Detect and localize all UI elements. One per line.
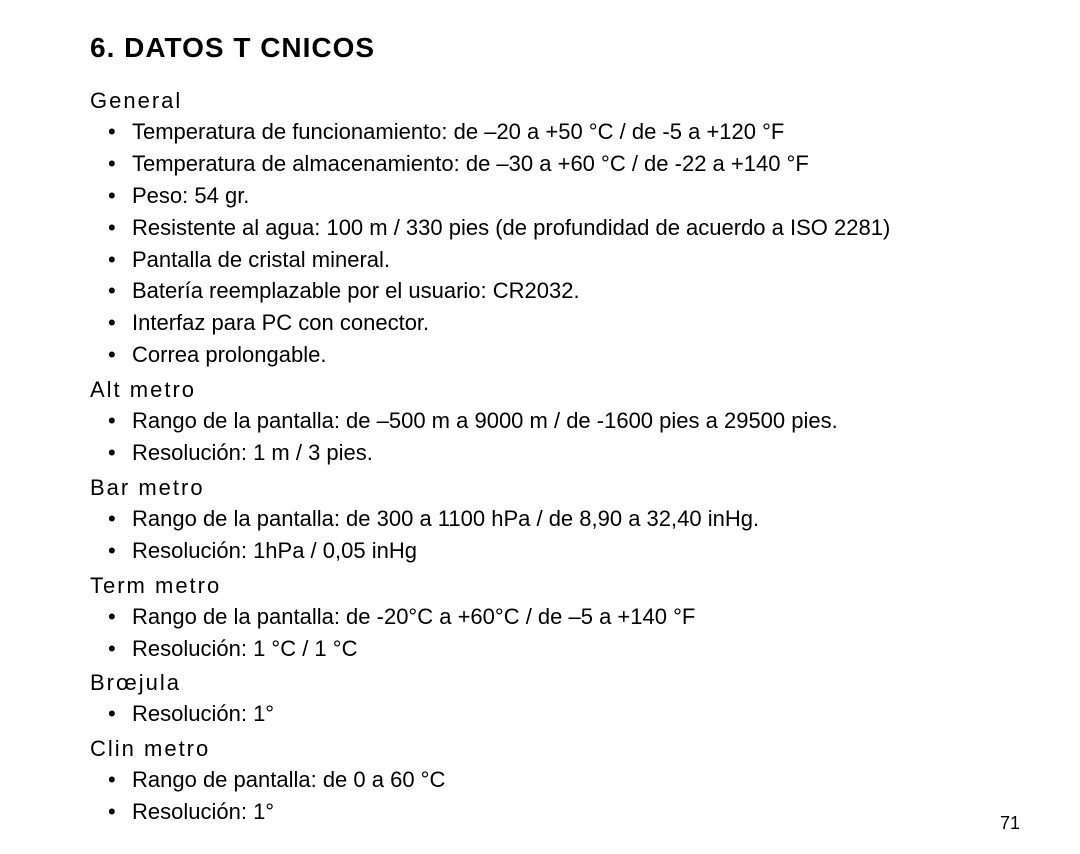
page-number: 71 [1000, 813, 1020, 834]
list-item: Resolución: 1° [90, 796, 1020, 828]
list-item: Temperatura de almacenamiento: de –30 a … [90, 148, 1020, 180]
list-item: Pantalla de cristal mineral. [90, 244, 1020, 276]
list-item: Peso: 54 gr. [90, 180, 1020, 212]
list-item: Resolución: 1 m / 3 pies. [90, 437, 1020, 469]
list-item: Rango de la pantalla: de 300 a 1100 hPa … [90, 503, 1020, 535]
list-item: Batería reemplazable por el usuario: CR2… [90, 275, 1020, 307]
list-item: Correa prolongable. [90, 339, 1020, 371]
list-item: Temperatura de funcionamiento: de –20 a … [90, 116, 1020, 148]
document-page: 6. DATOS T CNICOS GeneralTemperatura de … [0, 0, 1080, 854]
section-heading: Bar metro [90, 475, 1020, 501]
section-heading: General [90, 88, 1020, 114]
section-heading: Clin metro [90, 736, 1020, 762]
sections-container: GeneralTemperatura de funcionamiento: de… [90, 88, 1020, 828]
list-item: Rango de la pantalla: de –500 m a 9000 m… [90, 405, 1020, 437]
section-heading: Brœjula [90, 670, 1020, 696]
list-item: Resolución: 1hPa / 0,05 inHg [90, 535, 1020, 567]
section-list: Rango de la pantalla: de –500 m a 9000 m… [90, 405, 1020, 469]
section-list: Temperatura de funcionamiento: de –20 a … [90, 116, 1020, 371]
list-item: Rango de pantalla: de 0 a 60 °C [90, 764, 1020, 796]
list-item: Resistente al agua: 100 m / 330 pies (de… [90, 212, 1020, 244]
section-heading: Term metro [90, 573, 1020, 599]
section-list: Rango de la pantalla: de -20°C a +60°C /… [90, 601, 1020, 665]
list-item: Resolución: 1° [90, 698, 1020, 730]
list-item: Rango de la pantalla: de -20°C a +60°C /… [90, 601, 1020, 633]
page-title: 6. DATOS T CNICOS [90, 32, 1020, 64]
section-list: Resolución: 1° [90, 698, 1020, 730]
list-item: Interfaz para PC con conector. [90, 307, 1020, 339]
section-list: Rango de pantalla: de 0 a 60 °CResolució… [90, 764, 1020, 828]
section-list: Rango de la pantalla: de 300 a 1100 hPa … [90, 503, 1020, 567]
section-heading: Alt metro [90, 377, 1020, 403]
list-item: Resolución: 1 °C / 1 °C [90, 633, 1020, 665]
